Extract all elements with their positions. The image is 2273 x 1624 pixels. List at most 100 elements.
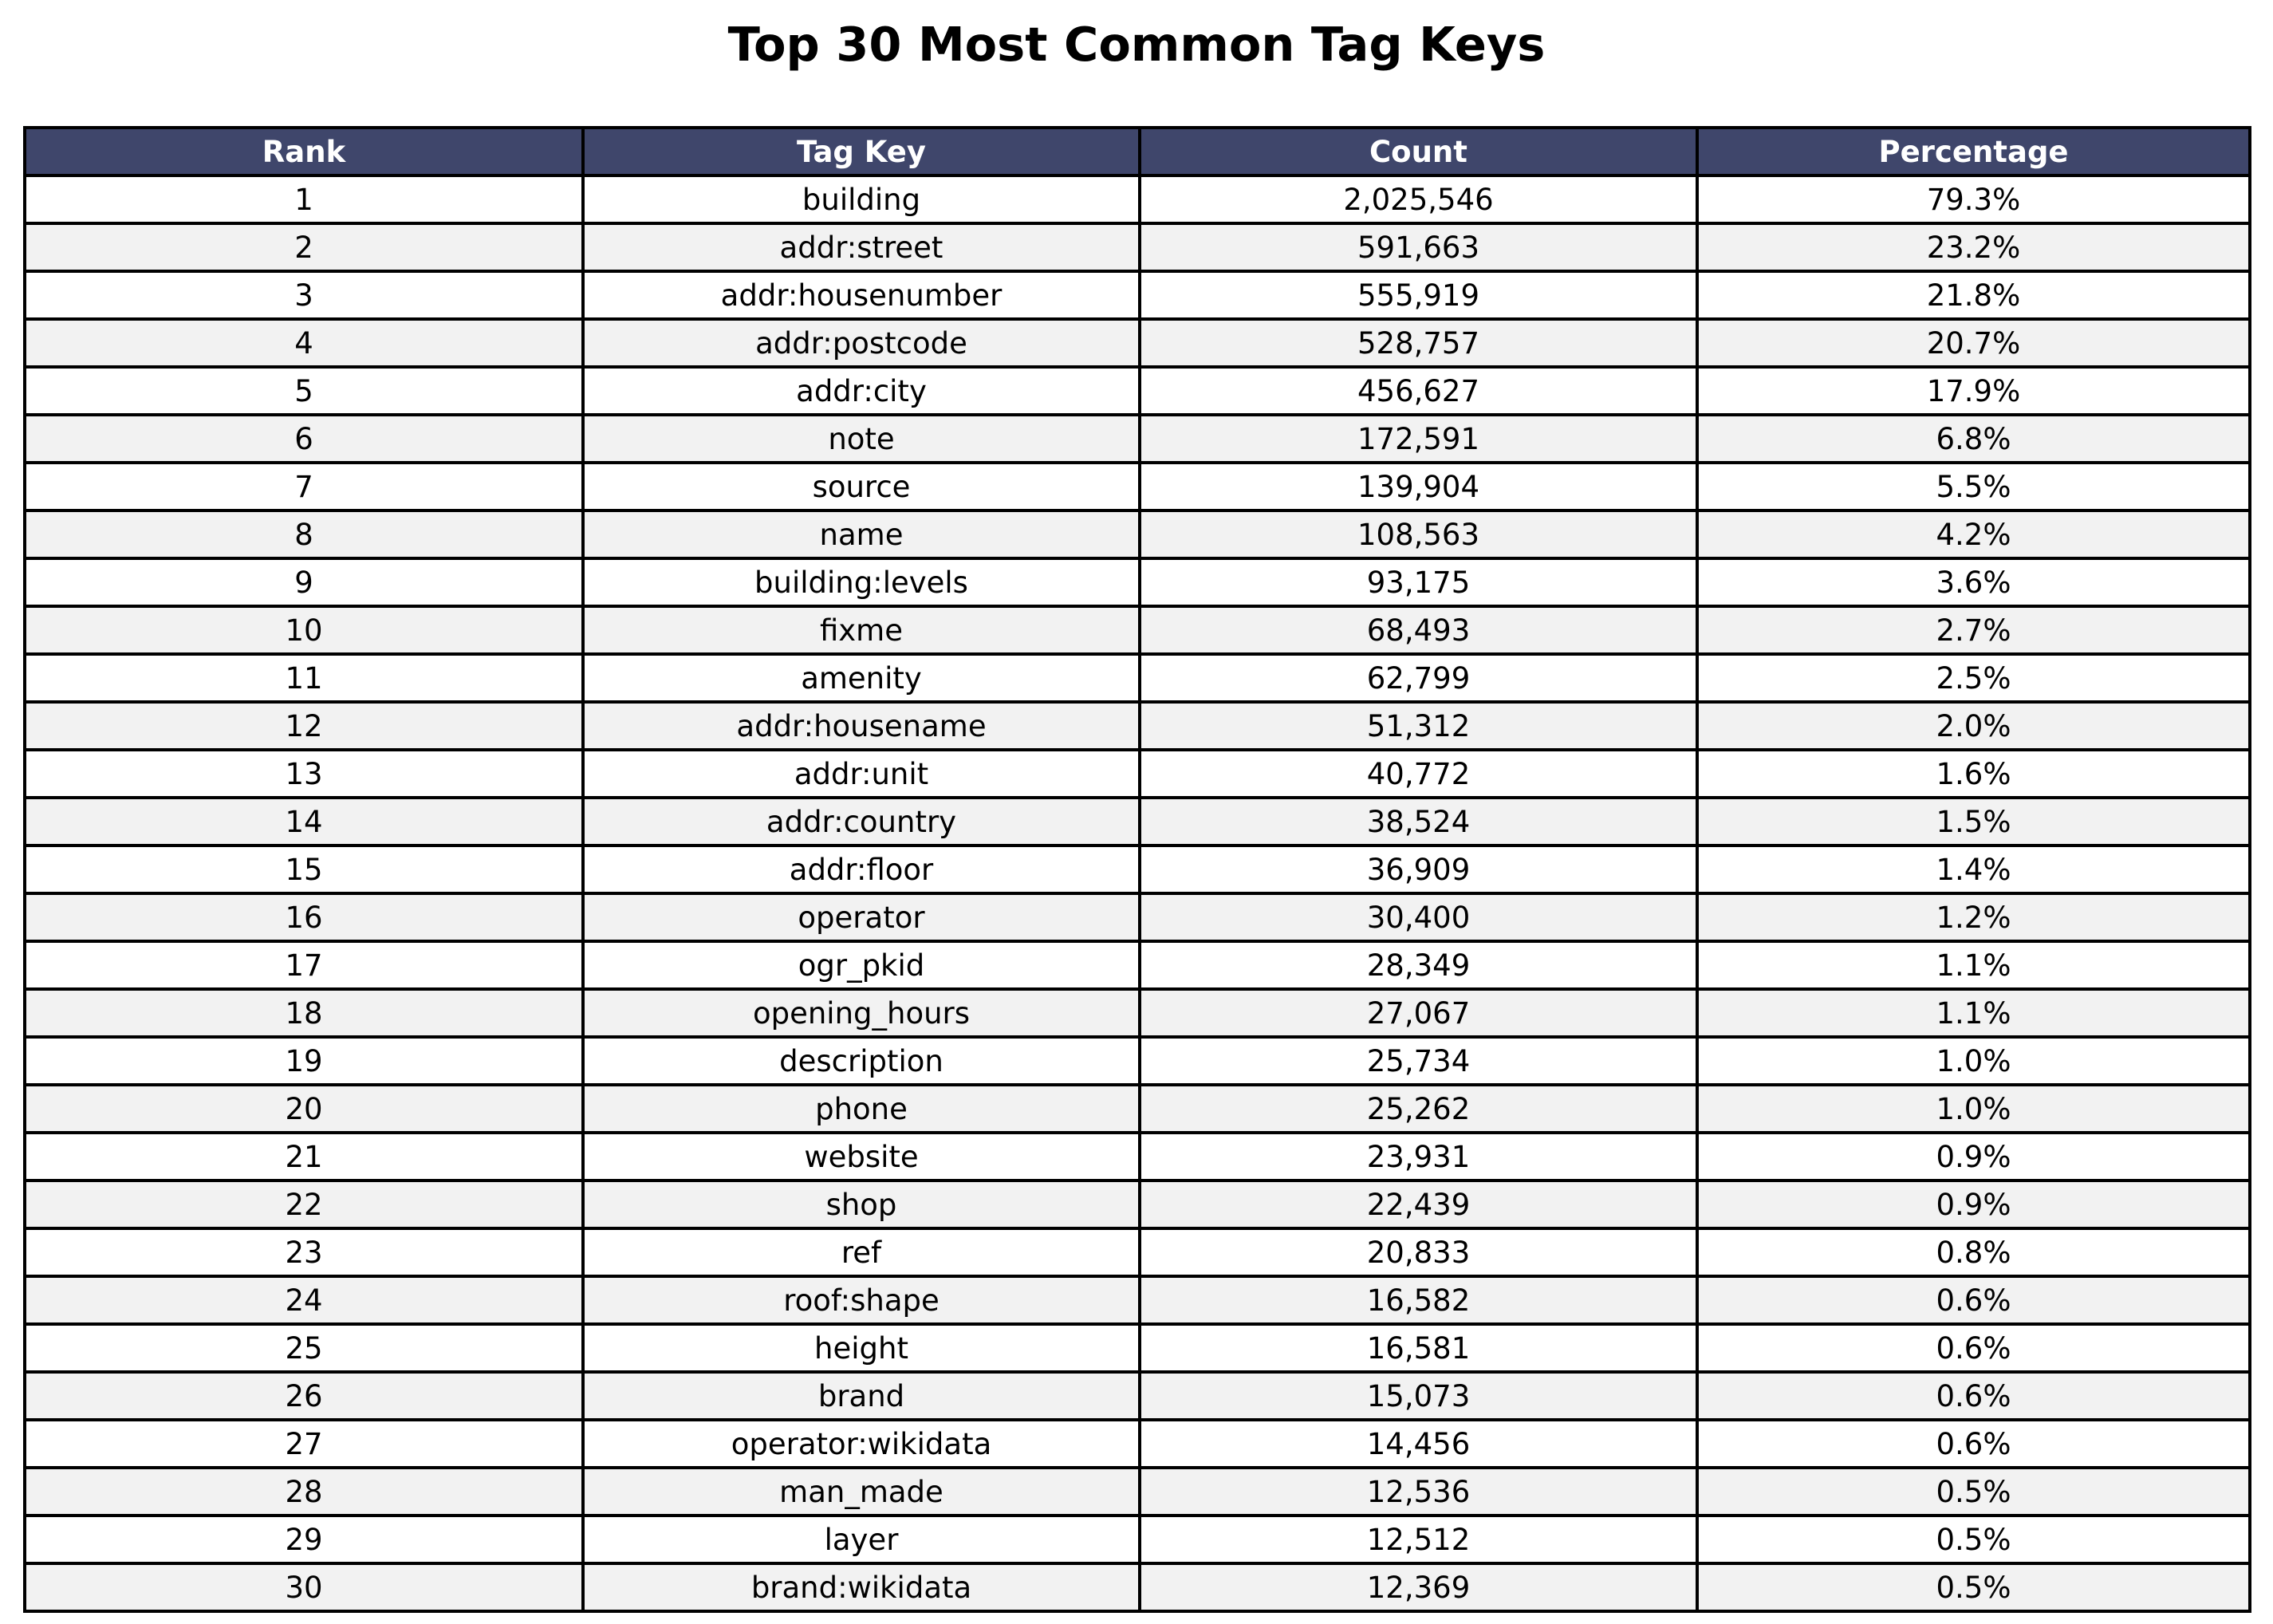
table-header: Rank Tag Key Count Percentage (23, 126, 2251, 177)
cell-percentage: 1.4% (1696, 844, 2251, 895)
cell-count: 22,439 (1138, 1179, 1699, 1230)
table-row: 27 operator:wikidata 14,456 0.6% (23, 1418, 2251, 1469)
cell-percentage: 0.6% (1696, 1418, 2251, 1469)
table-row: 17 ogr_pkid 28,349 1.1% (23, 940, 2251, 991)
cell-count: 51,312 (1138, 700, 1699, 751)
cell-rank: 11 (23, 652, 585, 704)
cell-percentage: 2.7% (1696, 605, 2251, 656)
cell-tag-key: description (581, 1035, 1141, 1086)
cell-tag-key: ogr_pkid (581, 940, 1141, 991)
cell-tag-key: building:levels (581, 557, 1141, 608)
cell-tag-key: shop (581, 1179, 1141, 1230)
table-row: 14 addr:country 38,524 1.5% (23, 796, 2251, 847)
cell-count: 36,909 (1138, 844, 1699, 895)
cell-count: 68,493 (1138, 605, 1699, 656)
cell-percentage: 1.6% (1696, 748, 2251, 799)
cell-rank: 19 (23, 1035, 585, 1086)
cell-count: 12,369 (1138, 1562, 1699, 1613)
cell-count: 38,524 (1138, 796, 1699, 847)
cell-percentage: 1.2% (1696, 892, 2251, 943)
cell-rank: 15 (23, 844, 585, 895)
cell-tag-key: addr:unit (581, 748, 1141, 799)
cell-rank: 18 (23, 987, 585, 1039)
cell-count: 25,262 (1138, 1083, 1699, 1134)
cell-count: 20,833 (1138, 1227, 1699, 1278)
cell-rank: 17 (23, 940, 585, 991)
cell-count: 591,663 (1138, 222, 1699, 273)
cell-rank: 16 (23, 892, 585, 943)
cell-percentage: 0.5% (1696, 1514, 2251, 1565)
cell-rank: 20 (23, 1083, 585, 1134)
cell-tag-key: website (581, 1131, 1141, 1182)
table-row: 28 man_made 12,536 0.5% (23, 1466, 2251, 1517)
cell-tag-key: brand (581, 1370, 1141, 1421)
cell-tag-key: operator:wikidata (581, 1418, 1141, 1469)
cell-rank: 24 (23, 1275, 585, 1326)
table-row: 10 fixme 68,493 2.7% (23, 605, 2251, 656)
cell-rank: 13 (23, 748, 585, 799)
column-header-rank: Rank (23, 126, 585, 177)
cell-count: 528,757 (1138, 317, 1699, 369)
cell-tag-key: brand:wikidata (581, 1562, 1141, 1613)
cell-count: 2,025,546 (1138, 174, 1699, 225)
chart-title: Top 30 Most Common Tag Keys (727, 17, 1546, 72)
cell-tag-key: fixme (581, 605, 1141, 656)
cell-count: 172,591 (1138, 413, 1699, 464)
cell-count: 456,627 (1138, 365, 1699, 416)
cell-tag-key: building (581, 174, 1141, 225)
cell-count: 62,799 (1138, 652, 1699, 704)
cell-rank: 21 (23, 1131, 585, 1182)
cell-tag-key: layer (581, 1514, 1141, 1565)
table-row: 21 website 23,931 0.9% (23, 1131, 2251, 1182)
table-row: 6 note 172,591 6.8% (23, 413, 2251, 464)
cell-percentage: 79.3% (1696, 174, 2251, 225)
cell-count: 14,456 (1138, 1418, 1699, 1469)
cell-tag-key: name (581, 509, 1141, 560)
cell-rank: 3 (23, 270, 585, 321)
cell-percentage: 20.7% (1696, 317, 2251, 369)
column-header-percentage: Percentage (1696, 126, 2251, 177)
cell-percentage: 6.8% (1696, 413, 2251, 464)
cell-tag-key: roof:shape (581, 1275, 1141, 1326)
table-row: 26 brand 15,073 0.6% (23, 1370, 2251, 1421)
cell-rank: 6 (23, 413, 585, 464)
cell-count: 93,175 (1138, 557, 1699, 608)
table-row: 29 layer 12,512 0.5% (23, 1514, 2251, 1565)
cell-tag-key: addr:postcode (581, 317, 1141, 369)
cell-count: 555,919 (1138, 270, 1699, 321)
cell-count: 108,563 (1138, 509, 1699, 560)
table-row: 15 addr:floor 36,909 1.4% (23, 844, 2251, 895)
table-row: 3 addr:housenumber 555,919 21.8% (23, 270, 2251, 321)
cell-percentage: 1.1% (1696, 940, 2251, 991)
cell-rank: 26 (23, 1370, 585, 1421)
table-row: 22 shop 22,439 0.9% (23, 1179, 2251, 1230)
cell-count: 12,536 (1138, 1466, 1699, 1517)
cell-percentage: 0.6% (1696, 1322, 2251, 1374)
table-row: 20 phone 25,262 1.0% (23, 1083, 2251, 1134)
cell-tag-key: man_made (581, 1466, 1141, 1517)
cell-rank: 23 (23, 1227, 585, 1278)
table-row: 18 opening_hours 27,067 1.1% (23, 987, 2251, 1039)
cell-tag-key: addr:housename (581, 700, 1141, 751)
cell-tag-key: addr:housenumber (581, 270, 1141, 321)
cell-percentage: 0.9% (1696, 1131, 2251, 1182)
header-row: Rank Tag Key Count Percentage (23, 126, 2251, 177)
cell-count: 16,581 (1138, 1322, 1699, 1374)
cell-percentage: 0.6% (1696, 1275, 2251, 1326)
column-header-count: Count (1138, 126, 1699, 177)
cell-rank: 30 (23, 1562, 585, 1613)
cell-percentage: 23.2% (1696, 222, 2251, 273)
cell-tag-key: amenity (581, 652, 1141, 704)
cell-rank: 2 (23, 222, 585, 273)
cell-tag-key: opening_hours (581, 987, 1141, 1039)
table-row: 8 name 108,563 4.2% (23, 509, 2251, 560)
cell-percentage: 0.5% (1696, 1562, 2251, 1613)
cell-count: 139,904 (1138, 461, 1699, 512)
table-row: 23 ref 20,833 0.8% (23, 1227, 2251, 1278)
table-row: 16 operator 30,400 1.2% (23, 892, 2251, 943)
cell-rank: 25 (23, 1322, 585, 1374)
tag-keys-table: Rank Tag Key Count Percentage 1 building 2… (23, 126, 2251, 1613)
cell-tag-key: ref (581, 1227, 1141, 1278)
cell-count: 28,349 (1138, 940, 1699, 991)
cell-tag-key: source (581, 461, 1141, 512)
